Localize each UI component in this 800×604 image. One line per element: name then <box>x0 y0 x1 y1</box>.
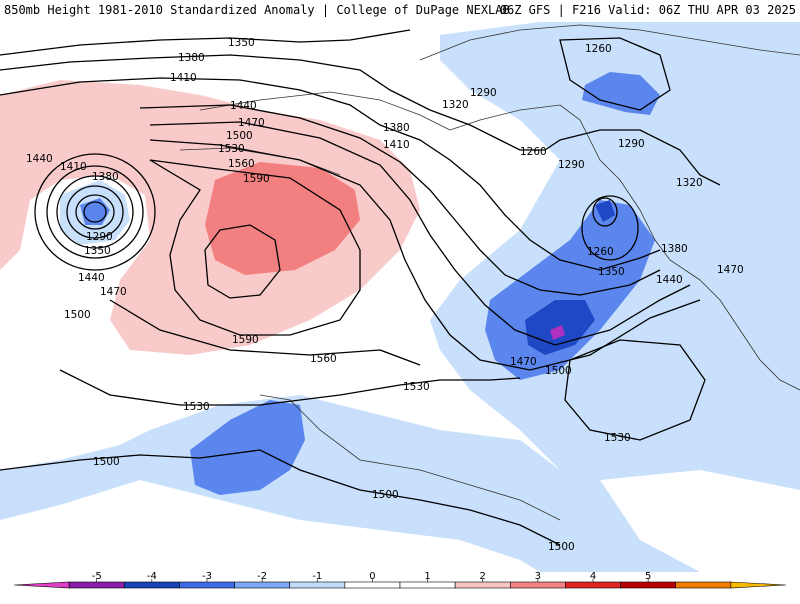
contour-label: 1260 <box>520 146 547 158</box>
coastlines <box>179 24 800 521</box>
contour-label: 1470 <box>100 286 127 298</box>
height-contours <box>0 29 721 546</box>
contour-label: 1440 <box>78 272 105 284</box>
contour-label: 1350 <box>84 245 111 257</box>
colorbar-swatch <box>123 581 180 589</box>
contour-label: 1530 <box>604 432 631 444</box>
map-header: 850mb Height 1981-2010 Standardized Anom… <box>0 0 800 20</box>
colorbar-tick-label: -4 <box>147 572 157 582</box>
colorbar-swatch <box>344 581 401 589</box>
colorbar-swatch <box>289 581 346 589</box>
neg-anomaly-canada <box>582 72 660 115</box>
model-run-info: 06Z GFS | F216 Valid: 06Z THU APR 03 202… <box>499 3 796 17</box>
colorbar-tick-label: -3 <box>202 572 212 582</box>
colorbar-tick-label: -2 <box>257 572 267 582</box>
colorbar-swatch <box>179 581 235 589</box>
contour-label: 1500 <box>226 130 253 142</box>
colorbar-swatch <box>454 581 511 589</box>
colorbar-tick-label: -1 <box>312 572 322 582</box>
contour-label: 1290 <box>558 159 585 171</box>
colorbar-swatch <box>509 581 566 589</box>
contour-label: 1470 <box>510 356 537 368</box>
contour-label: 1410 <box>383 139 410 151</box>
contour-label: 1380 <box>92 171 119 183</box>
contour-label: 1440 <box>230 100 257 112</box>
contour-label: 1560 <box>310 353 337 365</box>
colorbar-tick-label: 4 <box>590 572 596 582</box>
map-title: 850mb Height 1981-2010 Standardized Anom… <box>4 3 510 17</box>
contour-label: 1260 <box>585 43 612 55</box>
contour-label: 1500 <box>548 541 575 553</box>
colorbar-swatch <box>68 581 125 589</box>
colorbar-tick-label: 3 <box>535 572 541 582</box>
colorbar-tick-label: 1 <box>424 572 430 582</box>
contour-label: 1260 <box>587 246 614 258</box>
neg-anomaly-pacific <box>190 400 305 495</box>
contour-label: 1500 <box>545 365 572 377</box>
contour-labels: 1350 1380 1410 1440 1470 1500 1530 1560 … <box>26 37 744 553</box>
colorbar-swatch <box>565 581 621 589</box>
contour-label: 1500 <box>372 489 399 501</box>
contour-label: 1440 <box>656 274 683 286</box>
contour-label: 1470 <box>717 264 744 276</box>
contour-label: 1590 <box>232 334 259 346</box>
contour-label: 1320 <box>442 99 469 111</box>
colorbar-swatches <box>13 581 787 589</box>
contour-label: 1410 <box>60 161 87 173</box>
contour-label: 1590 <box>243 173 270 185</box>
colorbar: -5 -4 -3 -2 -1 0 1 2 3 4 5 <box>0 571 800 600</box>
colorbar-tick-label: -5 <box>92 572 102 582</box>
colorbar-swatch <box>13 581 70 589</box>
contour-label: 1290 <box>470 87 497 99</box>
colorbar-swatch <box>620 581 677 589</box>
contour-label: 1470 <box>238 117 265 129</box>
contour-label: 1380 <box>661 243 688 255</box>
contour-label: 1380 <box>178 52 205 64</box>
colorbar-tick-label: 2 <box>480 572 486 582</box>
contour-label: 1440 <box>26 153 53 165</box>
contour-label: 1500 <box>93 456 120 468</box>
contour-label: 1410 <box>170 72 197 84</box>
colorbar-swatch <box>234 581 291 589</box>
contour-label: 1320 <box>676 177 703 189</box>
colorbar-tick-label: 5 <box>645 572 651 582</box>
contour-label: 1500 <box>64 309 91 321</box>
contour-label: 1530 <box>218 143 245 155</box>
colorbar-swatch <box>675 581 732 589</box>
colorbar-swatch <box>399 581 456 589</box>
colorbar-ticks: -5 -4 -3 -2 -1 0 1 2 3 4 5 <box>92 571 651 582</box>
contour-label: 1530 <box>183 401 210 413</box>
contour-label: 1290 <box>618 138 645 150</box>
contour-label: 1290 <box>86 231 113 243</box>
anomaly-shading <box>0 22 800 572</box>
contour-label: 1350 <box>598 266 625 278</box>
contour-label: 1380 <box>383 122 410 134</box>
contour-label: 1560 <box>228 158 255 170</box>
contour-label: 1350 <box>228 37 255 49</box>
contour-label: 1530 <box>403 381 430 393</box>
colorbar-tick-label: 0 <box>369 572 375 582</box>
colorbar-swatch <box>730 581 787 589</box>
anomaly-map: 1350 1380 1410 1440 1470 1500 1530 1560 … <box>0 22 800 572</box>
